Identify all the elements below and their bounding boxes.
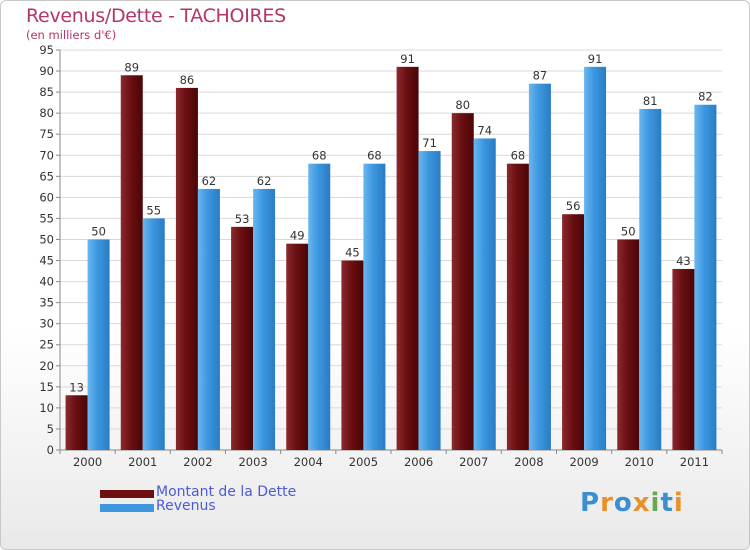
y-tick-label: 45 (39, 254, 54, 268)
y-tick-label: 5 (47, 422, 54, 436)
value-label-revenus: 50 (91, 224, 106, 238)
bar-dette (617, 239, 640, 450)
bar-revenus (418, 151, 441, 451)
bar-dette (451, 113, 474, 450)
bar-revenus (87, 239, 110, 450)
value-label-revenus: 82 (698, 90, 713, 104)
bar-dette (286, 243, 309, 450)
y-tick-label: 60 (39, 190, 54, 204)
x-tick-label: 2010 (625, 455, 654, 469)
bar-revenus (528, 83, 551, 451)
y-tick-label: 20 (39, 359, 54, 373)
bar-dette (341, 260, 364, 450)
bar-revenus (639, 108, 662, 451)
y-tick-label: 50 (39, 232, 54, 246)
bar-dette (562, 214, 585, 450)
bar-revenus (584, 66, 607, 450)
value-label-dette: 13 (69, 380, 84, 394)
value-label-revenus: 74 (477, 123, 492, 137)
y-tick-label: 35 (39, 296, 54, 310)
y-tick-label: 65 (39, 169, 54, 183)
value-label-revenus: 81 (643, 94, 658, 108)
value-label-revenus: 62 (257, 174, 272, 188)
y-tick-label: 80 (39, 106, 54, 120)
chart-title: Revenus/Dette - TACHOIRES (26, 5, 286, 27)
y-tick-label: 95 (39, 43, 54, 57)
value-label-revenus: 87 (533, 69, 548, 83)
x-tick-label: 2007 (459, 455, 488, 469)
value-label-dette: 50 (621, 224, 636, 238)
logo-letter: P (580, 488, 601, 518)
bar-revenus (253, 188, 276, 450)
y-tick-label: 25 (39, 338, 54, 352)
chart-subtitle: (en milliers d'€) (26, 28, 117, 42)
legend-label-dette: Montant de la Dette (156, 484, 297, 500)
y-tick-label: 30 (39, 317, 54, 331)
value-label-revenus: 62 (202, 174, 217, 188)
x-tick-label: 2002 (183, 455, 212, 469)
bar-dette (120, 75, 143, 451)
bar-dette (175, 87, 198, 450)
legend-label-revenus: Revenus (156, 498, 216, 514)
logo-letter: o (613, 488, 633, 518)
logo-letter: x (632, 488, 651, 518)
y-tick-label: 75 (39, 127, 54, 141)
bar-dette (506, 163, 529, 450)
legend-swatch-dette (100, 490, 154, 498)
x-tick-label: 2001 (128, 455, 157, 469)
logo-letter: t (660, 488, 674, 518)
y-tick-label: 0 (47, 443, 54, 457)
bar-revenus (308, 163, 331, 450)
y-tick-label: 55 (39, 211, 54, 225)
value-label-dette: 80 (455, 98, 470, 112)
value-label-revenus: 91 (588, 52, 603, 66)
value-label-dette: 43 (676, 254, 691, 268)
value-label-dette: 86 (180, 73, 195, 87)
value-label-revenus: 71 (422, 136, 437, 150)
bar-revenus (197, 188, 220, 450)
value-label-revenus: 55 (146, 203, 161, 217)
x-tick-label: 2006 (404, 455, 433, 469)
value-label-dette: 91 (400, 52, 415, 66)
value-label-dette: 49 (290, 229, 305, 243)
bar-revenus (142, 218, 165, 450)
value-label-dette: 53 (235, 212, 250, 226)
x-tick-label: 2000 (73, 455, 102, 469)
bar-dette (65, 395, 88, 450)
value-label-revenus: 68 (312, 149, 327, 163)
bar-dette (396, 66, 419, 450)
bar-dette (672, 268, 695, 450)
value-label-revenus: 68 (367, 149, 382, 163)
logo-letter: r (600, 488, 614, 518)
x-tick-label: 2004 (294, 455, 323, 469)
legend-swatch-revenus (100, 504, 154, 512)
value-label-dette: 89 (124, 60, 139, 74)
logo-letter: i (673, 488, 684, 518)
value-label-dette: 56 (566, 199, 581, 213)
value-label-dette: 68 (511, 149, 526, 163)
bar-dette (231, 226, 254, 450)
x-tick-label: 2008 (514, 455, 543, 469)
x-tick-label: 2009 (569, 455, 598, 469)
y-tick-label: 90 (39, 64, 54, 78)
x-tick-label: 2011 (680, 455, 709, 469)
x-tick-label: 2005 (349, 455, 378, 469)
y-tick-label: 85 (39, 85, 54, 99)
y-tick-label: 15 (39, 380, 54, 394)
y-tick-label: 10 (39, 401, 54, 415)
bar-revenus (473, 138, 496, 450)
logo-letter: i (650, 488, 661, 518)
y-tick-label: 70 (39, 148, 54, 162)
y-tick-label: 40 (39, 275, 54, 289)
bar-revenus (694, 104, 717, 450)
value-label-dette: 45 (345, 246, 360, 260)
x-tick-label: 2003 (238, 455, 267, 469)
bar-revenus (363, 163, 386, 450)
proxiti-logo: Proxiti (580, 488, 684, 518)
